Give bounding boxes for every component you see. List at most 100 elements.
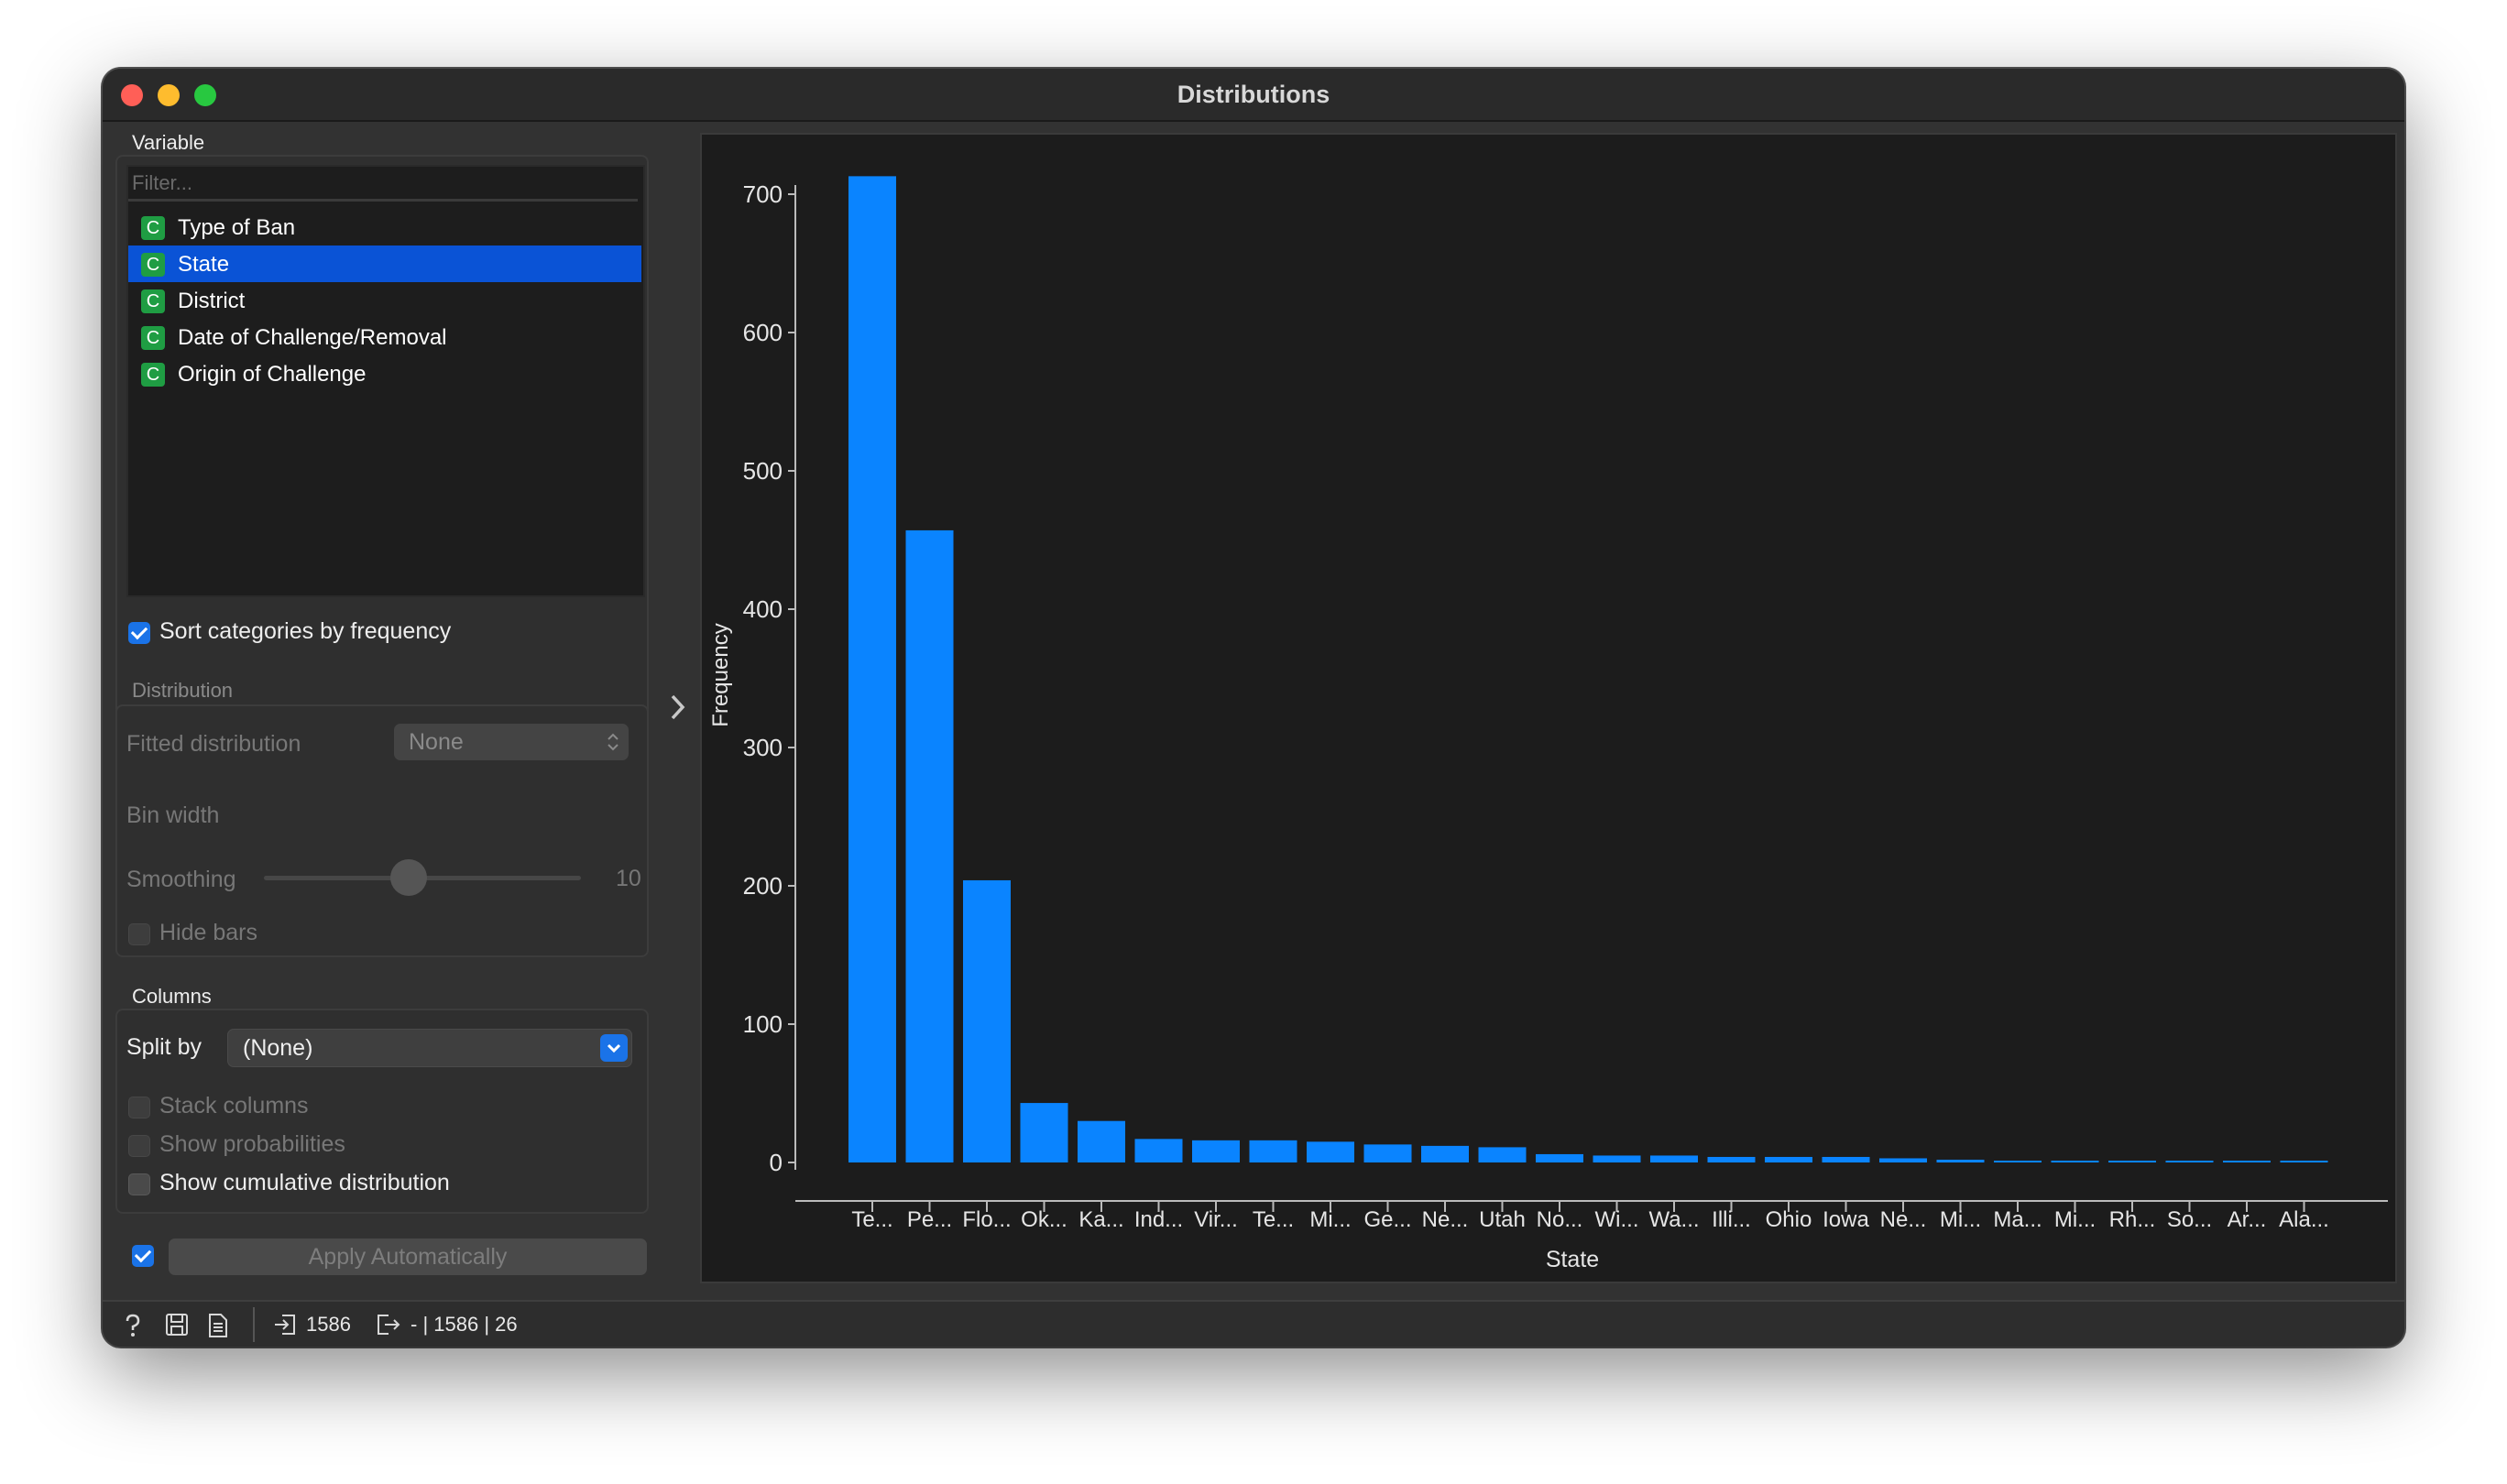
x-tick-label: Ne... bbox=[1880, 1207, 1927, 1232]
stack-columns-label: Stack columns bbox=[159, 1093, 309, 1118]
bar-17 bbox=[1765, 1156, 1812, 1162]
bar-1 bbox=[848, 176, 896, 1162]
bar-21 bbox=[1994, 1161, 2042, 1162]
bar-18 bbox=[1822, 1156, 1870, 1162]
bar-6 bbox=[1134, 1139, 1183, 1162]
minimize-window-button[interactable] bbox=[158, 84, 180, 106]
x-tick-label: Ind... bbox=[1134, 1207, 1183, 1232]
bar-9 bbox=[1307, 1141, 1354, 1162]
bar-23 bbox=[2108, 1161, 2156, 1162]
categorical-variable-icon: C bbox=[141, 326, 165, 350]
x-tick-label: Mi... bbox=[2054, 1207, 2096, 1232]
input-count: 1586 bbox=[306, 1313, 351, 1336]
x-tick-label: Vir... bbox=[1194, 1207, 1238, 1232]
x-tick-label: Ka... bbox=[1078, 1207, 1123, 1232]
y-tick-label: 700 bbox=[743, 180, 783, 208]
split-by-select[interactable]: (None) bbox=[227, 1029, 632, 1067]
y-tick-label: 600 bbox=[743, 319, 783, 346]
bar-10 bbox=[1363, 1144, 1412, 1162]
bin-width-label: Bin width bbox=[126, 802, 220, 828]
sort-by-frequency-checkbox[interactable] bbox=[128, 622, 150, 644]
show-probabilities-label: Show probabilities bbox=[159, 1131, 345, 1157]
bar-19 bbox=[1879, 1158, 1927, 1162]
status-bar: 1586 - | 1586 | 26 bbox=[103, 1300, 2404, 1347]
x-tick-label: Mi... bbox=[1309, 1207, 1351, 1232]
variable-filter-input[interactable] bbox=[128, 167, 638, 202]
variable-list[interactable]: C Type of Ban C State C District C Date of Chal… bbox=[126, 165, 645, 597]
show-cumulative-checkbox[interactable] bbox=[128, 1173, 150, 1195]
input-data-icon bbox=[275, 1315, 295, 1335]
show-cumulative-label: Show cumulative distribution bbox=[159, 1170, 450, 1195]
hide-bars-checkbox[interactable] bbox=[128, 923, 150, 945]
report-icon[interactable] bbox=[207, 1313, 229, 1338]
x-tick-label: Pe... bbox=[907, 1207, 952, 1232]
apply-automatically-button[interactable]: Apply Automatically bbox=[169, 1238, 647, 1275]
x-tick-label: Ala... bbox=[2279, 1207, 2329, 1232]
x-tick-label: Te... bbox=[1253, 1207, 1294, 1232]
x-tick-label: Illi... bbox=[1712, 1207, 1751, 1232]
x-tick-label: Wa... bbox=[1648, 1207, 1699, 1232]
collapse-panel-icon[interactable] bbox=[669, 693, 687, 721]
columns-section-label: Columns bbox=[132, 985, 212, 1008]
fitted-distribution-value: None bbox=[409, 729, 464, 755]
smoothing-slider-handle[interactable] bbox=[390, 859, 427, 896]
apply-automatically-checkbox[interactable] bbox=[132, 1245, 154, 1267]
bar-22 bbox=[2051, 1161, 2099, 1162]
y-tick-label: 500 bbox=[743, 457, 783, 485]
bar-13 bbox=[1536, 1153, 1583, 1162]
x-tick-label: Utah bbox=[1479, 1207, 1526, 1232]
bar-2 bbox=[905, 529, 954, 1162]
bar-20 bbox=[1936, 1159, 1985, 1162]
variable-item-label: District bbox=[178, 289, 246, 313]
bar-14 bbox=[1593, 1155, 1641, 1162]
variable-item-label: State bbox=[178, 252, 230, 277]
x-tick-label: Flo... bbox=[962, 1207, 1011, 1232]
variable-item[interactable]: C Type of Ban bbox=[128, 209, 641, 246]
bar-7 bbox=[1192, 1140, 1240, 1162]
x-tick-label: So... bbox=[2167, 1207, 2212, 1232]
variable-item-label: Origin of Challenge bbox=[178, 362, 367, 387]
smoothing-value: 10 bbox=[616, 866, 641, 891]
x-tick-label: Mi... bbox=[1940, 1207, 1981, 1232]
stack-columns-checkbox[interactable] bbox=[128, 1097, 150, 1118]
y-tick-label: 400 bbox=[743, 595, 783, 623]
distribution-bar-chart: 0 100 200 300 400 500 600 700 Frequency Te... Pe..… bbox=[708, 176, 2388, 1272]
status-divider bbox=[253, 1307, 255, 1342]
x-tick-label: Ge... bbox=[1363, 1207, 1411, 1232]
bar-5 bbox=[1078, 1120, 1125, 1162]
x-tick-label: Ohio bbox=[1766, 1207, 1812, 1232]
distribution-section-label: Distribution bbox=[132, 679, 234, 702]
hide-bars-label: Hide bars bbox=[159, 920, 257, 945]
smoothing-label: Smoothing bbox=[126, 867, 236, 892]
output-data-icon bbox=[378, 1315, 400, 1335]
categorical-variable-icon: C bbox=[141, 289, 165, 313]
window-title: Distributions bbox=[1177, 81, 1330, 108]
y-tick-label: 100 bbox=[743, 1010, 783, 1038]
show-probabilities-checkbox[interactable] bbox=[128, 1135, 150, 1157]
x-tick-label: Ar... bbox=[2228, 1207, 2267, 1232]
split-by-value: (None) bbox=[243, 1035, 313, 1061]
zoom-window-button[interactable] bbox=[194, 84, 216, 106]
variable-item-label: Type of Ban bbox=[178, 215, 296, 240]
split-by-dropdown-arrow[interactable] bbox=[600, 1034, 628, 1062]
bar-15 bbox=[1650, 1155, 1698, 1162]
bar-12 bbox=[1478, 1147, 1527, 1162]
save-icon[interactable] bbox=[165, 1313, 189, 1337]
chart-area: 0 100 200 300 400 500 600 700 Frequency Te... Pe..… bbox=[700, 133, 2397, 1283]
close-window-button[interactable] bbox=[121, 84, 143, 106]
categorical-variable-icon: C bbox=[141, 363, 165, 387]
variable-item[interactable]: C Date of Challenge/Removal bbox=[128, 319, 641, 355]
y-tick-label: 200 bbox=[743, 872, 783, 900]
x-tick-label: Wi... bbox=[1595, 1207, 1639, 1232]
fitted-distribution-select[interactable]: None bbox=[394, 724, 629, 760]
variable-item[interactable]: C District bbox=[128, 282, 641, 319]
bar-8 bbox=[1249, 1140, 1297, 1162]
x-tick-label: Rh... bbox=[2109, 1207, 2156, 1232]
variable-item[interactable]: C State bbox=[128, 246, 641, 282]
x-axis-title: State bbox=[1546, 1247, 1599, 1272]
bar-4 bbox=[1020, 1103, 1068, 1162]
variable-item[interactable]: C Origin of Challenge bbox=[128, 355, 641, 392]
output-info: - | 1586 | 26 bbox=[411, 1313, 518, 1336]
help-icon[interactable] bbox=[123, 1313, 143, 1338]
distributions-window: Distributions Variable C Type of Ban C Stat… bbox=[103, 69, 2404, 1347]
